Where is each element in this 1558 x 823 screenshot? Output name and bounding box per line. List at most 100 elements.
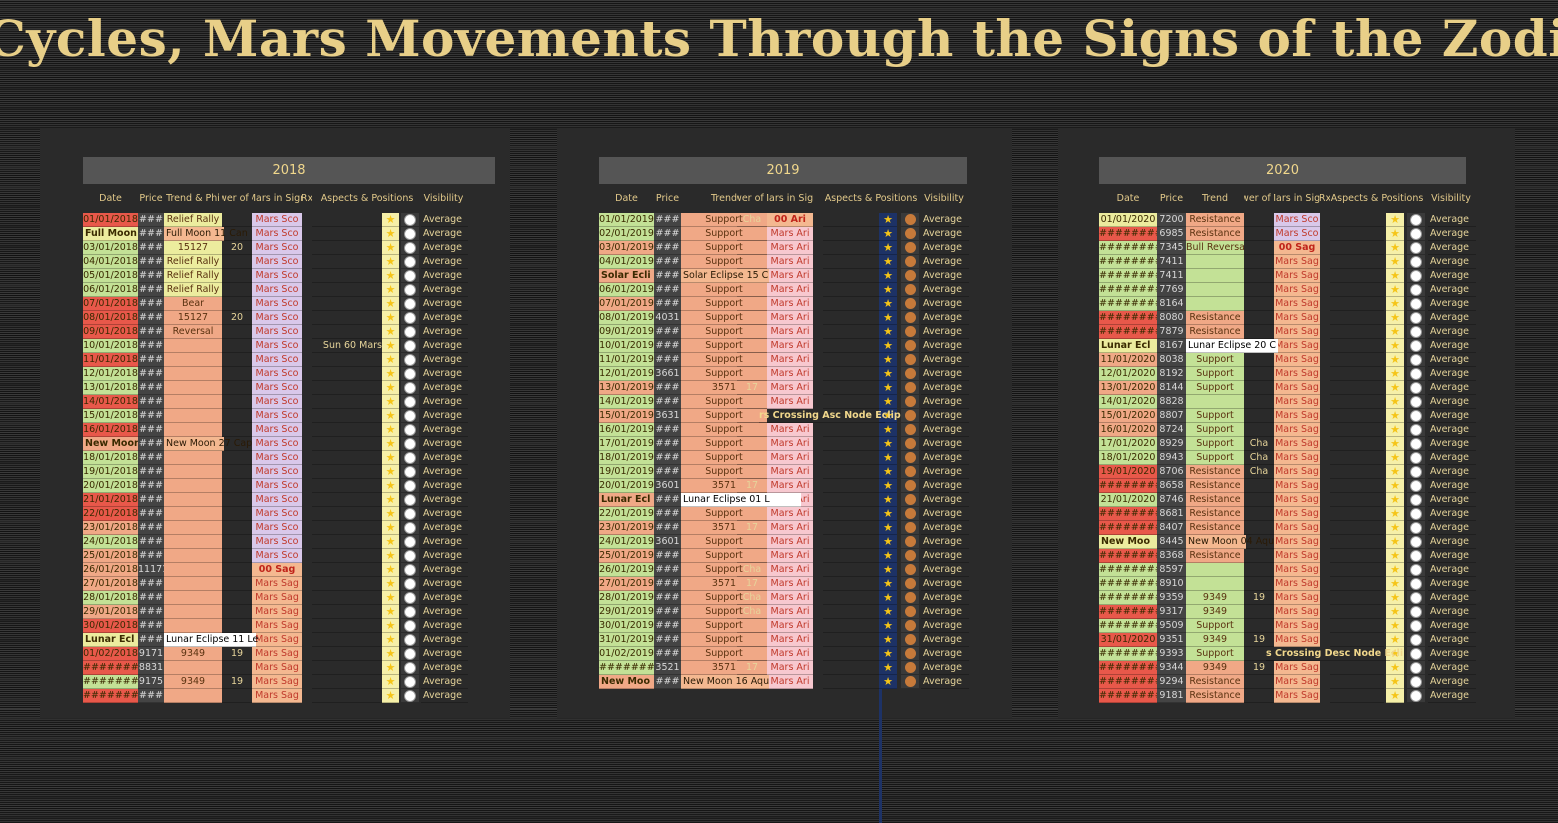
visibility-cell[interactable]: Average	[1428, 675, 1476, 689]
price-cell[interactable]: ###	[138, 423, 164, 437]
date-cell[interactable]: 11/01/2019	[599, 353, 654, 367]
mars-sign-cell[interactable]: Mars Ari	[767, 395, 813, 409]
trend-cell[interactable]: Support	[681, 423, 767, 437]
column-header[interactable]	[382, 185, 399, 211]
mars-sign-cell[interactable]: 00 Sag	[1274, 241, 1320, 255]
column-header[interactable]: Visibility	[1431, 192, 1471, 204]
price-cell[interactable]: 9317	[1157, 605, 1186, 619]
mars-sign-cell[interactable]: Mars Ari	[767, 675, 813, 689]
aspect-cell[interactable]	[1330, 255, 1384, 269]
date-cell[interactable]: ########	[83, 675, 138, 689]
price-cell[interactable]: ###	[654, 339, 681, 353]
column-header[interactable]: Trend	[711, 192, 737, 204]
mars-sign-cell[interactable]: Mars Sco	[252, 409, 302, 423]
aspect-cell[interactable]	[823, 297, 879, 311]
mars-sign-cell[interactable]: Mars Sag	[1274, 409, 1320, 423]
mars-sign-cell[interactable]: Mars Ari	[767, 479, 813, 493]
visibility-cell[interactable]: Average	[921, 353, 969, 367]
date-cell[interactable]: 25/01/2019	[599, 549, 654, 563]
mars-sign-cell[interactable]: Mars Ari	[767, 367, 813, 381]
visibility-cell[interactable]: Average	[1428, 563, 1476, 577]
phi-cell[interactable]	[222, 451, 252, 465]
phi-cell[interactable]	[737, 647, 767, 661]
phi-cell[interactable]	[222, 353, 252, 367]
trend-cell[interactable]: Support	[681, 241, 767, 255]
mars-sign-cell[interactable]: Mars Sco	[252, 381, 302, 395]
date-cell[interactable]: 18/01/2020	[1099, 451, 1157, 465]
column-header[interactable]: Aspects & Positions	[1330, 192, 1424, 204]
visibility-cell[interactable]: Average	[921, 563, 969, 577]
aspect-cell[interactable]	[1330, 675, 1384, 689]
date-cell[interactable]: ########	[1099, 297, 1157, 311]
phi-cell[interactable]	[1244, 325, 1274, 339]
trend-cell[interactable]: Support	[681, 605, 767, 619]
column-header[interactable]: Mars in Sign	[252, 192, 302, 204]
mars-sign-cell[interactable]: Mars Sag	[1274, 619, 1320, 633]
mars-sign-cell[interactable]: Mars Sag	[1274, 381, 1320, 395]
mars-sign-cell[interactable]: Mars Sco	[252, 325, 302, 339]
price-cell[interactable]: ###	[654, 493, 681, 507]
phi-cell[interactable]	[222, 213, 252, 227]
price-cell[interactable]: 11171	[138, 563, 164, 577]
visibility-cell[interactable]: Average	[921, 479, 969, 493]
mars-sign-cell[interactable]: Mars Sco	[252, 521, 302, 535]
date-cell[interactable]: New Moon	[83, 437, 140, 451]
trend-cell[interactable]: Support	[681, 367, 767, 381]
price-cell[interactable]: ###	[138, 255, 164, 269]
aspect-cell[interactable]	[312, 269, 382, 283]
aspect-cell[interactable]	[312, 605, 382, 619]
phi-cell[interactable]	[1244, 563, 1274, 577]
date-cell[interactable]: 20/01/2018	[83, 479, 138, 493]
visibility-cell[interactable]: Average	[921, 507, 969, 521]
date-cell[interactable]: 15/01/2020	[1099, 409, 1157, 423]
phi-cell[interactable]	[222, 465, 252, 479]
phi-cell[interactable]	[222, 367, 252, 381]
aspect-cell[interactable]	[312, 297, 382, 311]
visibility-cell[interactable]: Average	[421, 535, 468, 549]
trend-cell[interactable]: 9349	[1186, 591, 1244, 605]
trend-cell[interactable]: Support	[1186, 409, 1244, 423]
aspect-cell[interactable]	[823, 367, 879, 381]
visibility-cell[interactable]: Average	[921, 577, 969, 591]
aspect-cell[interactable]	[823, 661, 879, 675]
mars-sign-cell[interactable]: Mars Sco	[252, 507, 302, 521]
trend-cell[interactable]: Resistance	[1186, 507, 1244, 521]
price-cell[interactable]: ###	[138, 619, 164, 633]
visibility-cell[interactable]: Average	[921, 437, 969, 451]
aspect-cell[interactable]	[823, 535, 879, 549]
price-cell[interactable]: ###	[138, 605, 164, 619]
trend-cell[interactable]: Bear	[164, 297, 222, 311]
price-cell[interactable]: ###	[138, 591, 164, 605]
visibility-cell[interactable]: Average	[921, 227, 969, 241]
price-cell[interactable]: ###	[654, 647, 681, 661]
date-cell[interactable]: ########	[599, 661, 654, 675]
price-cell[interactable]: ###	[654, 451, 681, 465]
trend-cell[interactable]: Resistance	[1186, 549, 1244, 563]
phi-cell[interactable]	[222, 563, 252, 577]
phi-cell[interactable]	[1244, 213, 1274, 227]
aspect-cell[interactable]	[1330, 423, 1384, 437]
date-cell[interactable]: 28/01/2019	[599, 591, 654, 605]
aspect-cell[interactable]	[823, 591, 879, 605]
visibility-cell[interactable]: Average	[921, 493, 969, 507]
price-cell[interactable]: 9359	[1157, 591, 1186, 605]
date-cell[interactable]: ########	[1099, 269, 1157, 283]
aspect-cell[interactable]	[312, 451, 382, 465]
phi-cell[interactable]: Cha	[737, 213, 767, 227]
aspect-cell[interactable]	[312, 647, 382, 661]
visibility-cell[interactable]: Average	[921, 451, 969, 465]
aspect-cell[interactable]: rs Crossing Asc Node Eclip	[759, 410, 901, 423]
visibility-cell[interactable]: Average	[1428, 423, 1476, 437]
phi-cell[interactable]: 17	[737, 479, 767, 493]
trend-cell[interactable]	[164, 507, 222, 521]
aspect-cell[interactable]	[312, 619, 382, 633]
price-cell[interactable]: 8746	[1157, 493, 1186, 507]
aspect-cell[interactable]	[1330, 297, 1384, 311]
trend-cell[interactable]	[164, 577, 222, 591]
price-cell[interactable]: ###	[654, 255, 681, 269]
mars-sign-cell[interactable]: Mars Sag	[1274, 661, 1320, 675]
price-cell[interactable]: ###	[138, 633, 164, 647]
price-cell[interactable]: ###	[654, 507, 681, 521]
trend-cell[interactable]: Resistance	[1186, 227, 1244, 241]
phi-cell[interactable]	[1244, 689, 1274, 703]
